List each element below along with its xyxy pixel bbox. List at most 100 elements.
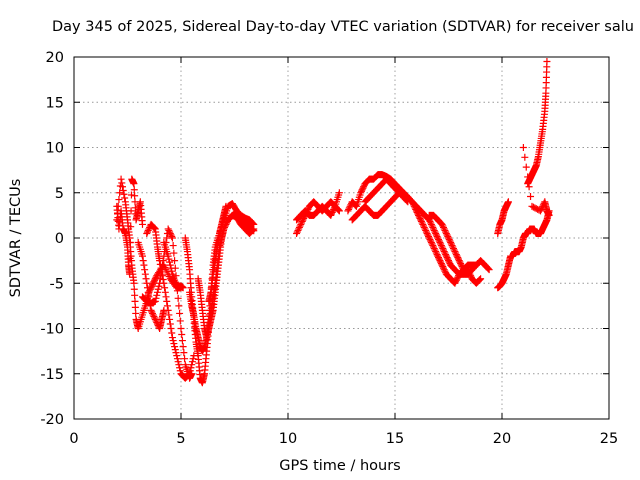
data-point	[152, 294, 160, 302]
data-series	[113, 58, 553, 387]
data-point	[328, 208, 336, 216]
data-point	[412, 207, 420, 215]
data-point	[116, 189, 124, 197]
data-point	[184, 371, 192, 379]
data-point	[432, 248, 440, 256]
data-point	[165, 255, 173, 263]
data-point	[440, 264, 448, 272]
series-group	[293, 189, 343, 224]
data-point	[435, 237, 443, 245]
y-tick-label: 5	[55, 186, 64, 202]
data-point	[138, 220, 146, 228]
data-point	[249, 220, 257, 228]
data-point	[452, 276, 460, 284]
data-point	[294, 226, 302, 234]
data-point	[327, 211, 335, 219]
data-point	[296, 222, 304, 230]
data-point	[329, 207, 337, 215]
data-point	[442, 252, 450, 260]
data-point	[443, 254, 451, 262]
data-point	[330, 204, 338, 212]
data-point	[427, 220, 435, 228]
data-point	[298, 217, 306, 225]
data-point	[437, 240, 445, 248]
data-point	[167, 325, 175, 332]
data-point	[175, 302, 183, 310]
data-point	[451, 248, 459, 256]
data-point	[420, 223, 428, 231]
data-point	[157, 264, 165, 272]
data-point	[119, 183, 127, 191]
data-point	[168, 267, 176, 275]
data-point	[295, 225, 303, 233]
data-point	[417, 217, 425, 225]
data-point	[249, 226, 257, 234]
data-point	[293, 229, 301, 237]
data-point	[171, 343, 179, 351]
series-group	[205, 202, 230, 305]
data-point	[181, 355, 189, 363]
data-point	[169, 337, 177, 345]
series-group	[143, 220, 198, 382]
data-point	[151, 315, 159, 323]
x-tick-labels: 0 5 10 15 20 25	[69, 431, 618, 447]
data-point	[152, 273, 160, 281]
data-point	[161, 288, 169, 296]
data-point	[346, 202, 354, 210]
data-point	[464, 266, 472, 274]
y-tick-label: -15	[40, 367, 64, 383]
data-point	[409, 199, 417, 207]
grid-lines	[74, 57, 609, 419]
data-point	[150, 278, 158, 286]
data-point	[413, 208, 421, 216]
data-point	[120, 190, 128, 198]
data-point	[452, 249, 460, 257]
data-point	[180, 349, 188, 357]
data-point	[159, 275, 167, 283]
data-point	[453, 275, 461, 283]
data-point	[131, 303, 139, 311]
data-point	[153, 291, 161, 299]
y-tick-label: -20	[40, 412, 64, 428]
data-point	[117, 175, 125, 183]
data-point	[415, 211, 423, 219]
data-point	[166, 258, 174, 266]
data-point	[248, 219, 256, 227]
data-point	[436, 239, 444, 247]
data-point	[438, 220, 446, 228]
data-point	[118, 179, 126, 187]
data-point	[440, 223, 448, 231]
data-point	[445, 257, 452, 265]
data-point	[132, 309, 140, 317]
data-point	[404, 198, 412, 206]
data-point	[438, 243, 446, 251]
data-point	[293, 228, 301, 236]
data-point	[155, 282, 163, 290]
data-point	[412, 205, 420, 213]
x-tick-label: 0	[69, 431, 78, 447]
data-point	[167, 264, 175, 272]
data-point	[426, 236, 434, 244]
data-point	[161, 284, 169, 292]
x-tick-label: 5	[176, 431, 185, 447]
data-point	[126, 254, 134, 262]
data-point	[454, 254, 462, 262]
data-point	[440, 225, 448, 233]
data-point	[144, 226, 152, 234]
data-point	[150, 312, 158, 320]
data-point	[297, 220, 305, 228]
data-point	[435, 255, 443, 263]
data-point	[437, 242, 445, 250]
data-point	[432, 231, 440, 239]
data-point	[173, 352, 181, 360]
data-point	[427, 239, 435, 247]
data-point	[145, 225, 153, 233]
data-point	[345, 204, 353, 212]
series-group	[425, 211, 485, 287]
data-point	[467, 272, 475, 280]
data-point	[445, 258, 453, 266]
series-group	[194, 211, 258, 342]
data-point	[166, 228, 174, 236]
data-point	[330, 205, 338, 213]
data-point	[359, 184, 367, 192]
